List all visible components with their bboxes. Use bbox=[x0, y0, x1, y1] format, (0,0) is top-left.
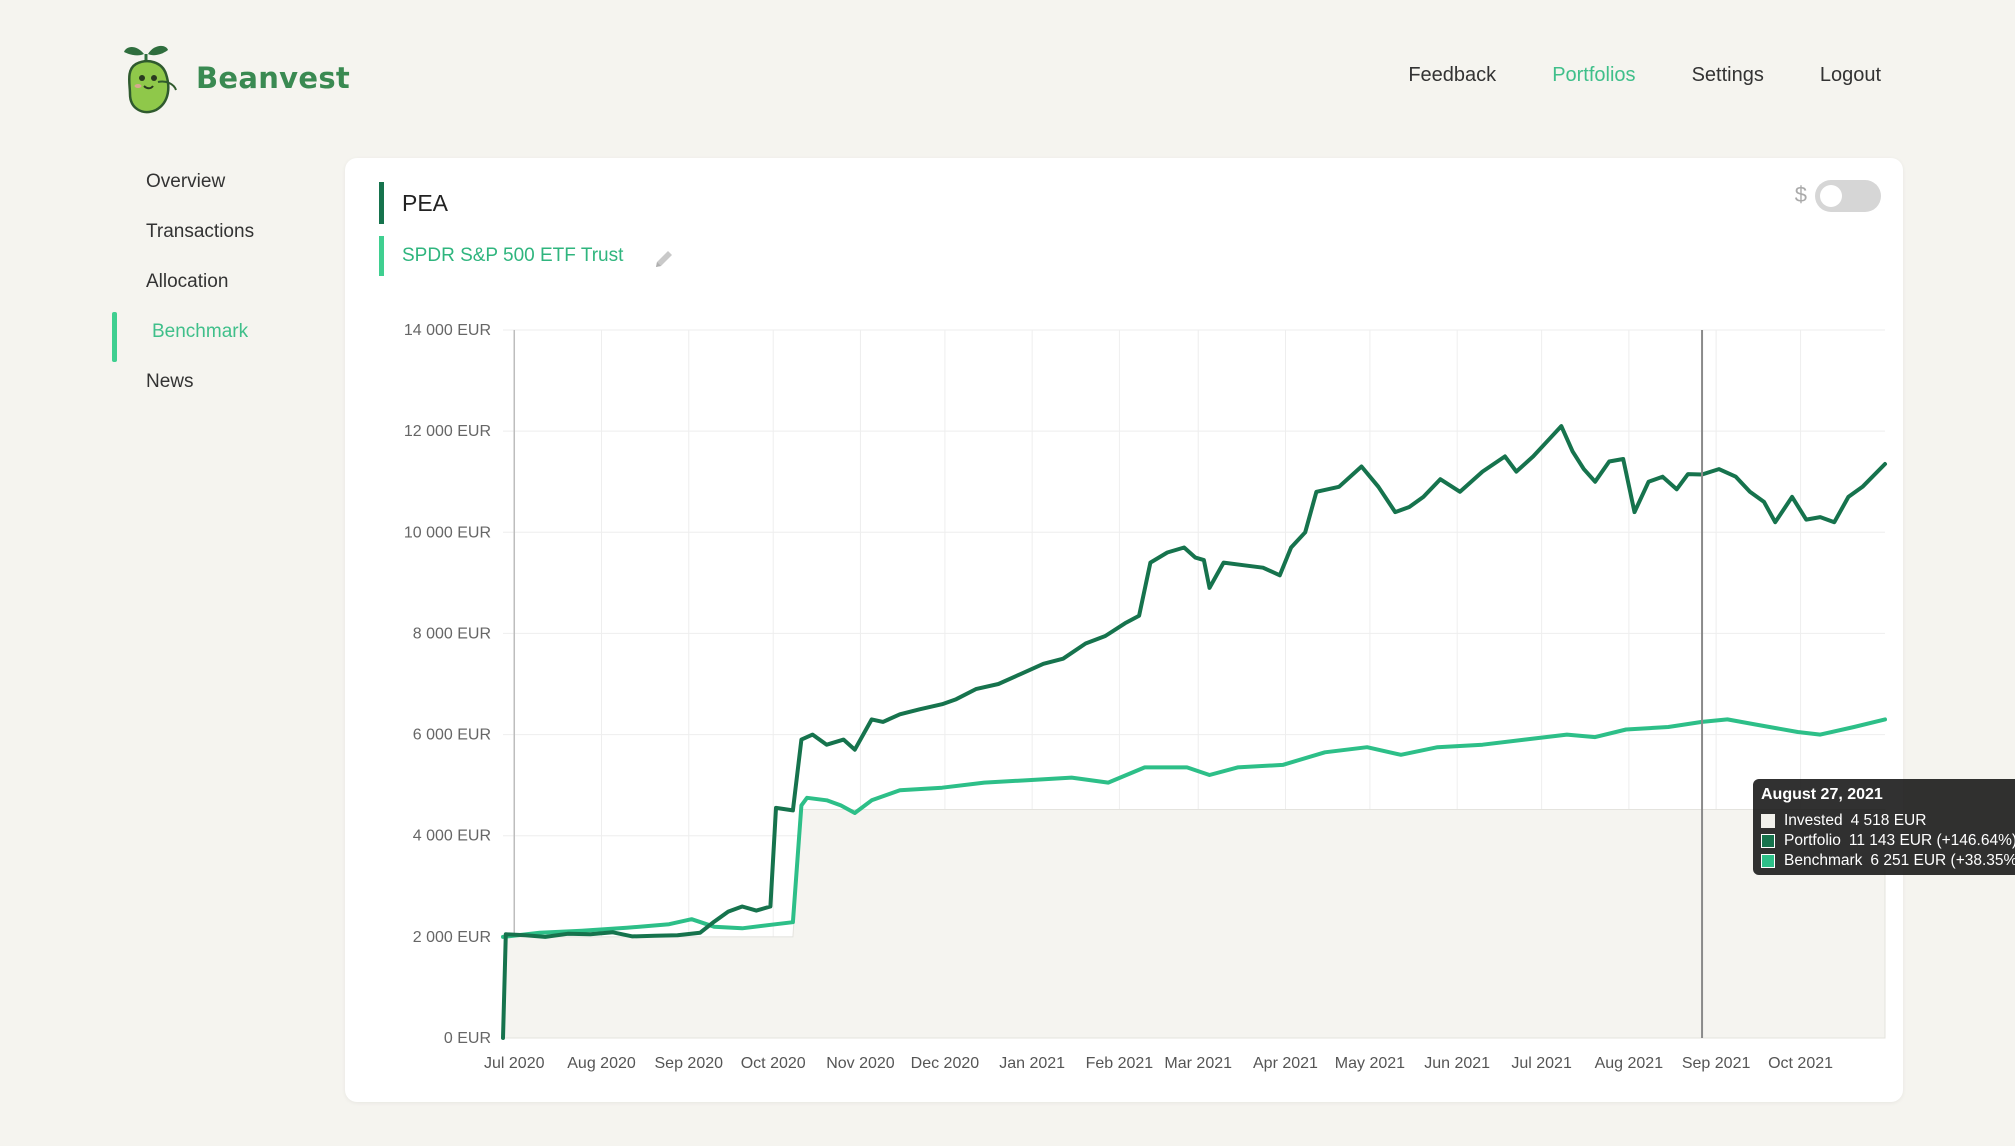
header: Beanvest Feedback Portfolios Settings Lo… bbox=[0, 0, 2015, 150]
tooltip-portfolio-value: 11 143 EUR (+146.64%) bbox=[1848, 832, 2015, 849]
y-tick-label: 14 000 EUR bbox=[404, 322, 491, 339]
x-tick-label: Sep 2020 bbox=[655, 1055, 724, 1072]
y-tick-label: 6 000 EUR bbox=[413, 727, 491, 744]
x-tick-label: Dec 2020 bbox=[911, 1055, 980, 1072]
benchmark-chart[interactable]: 0 EUR 2 000 EUR 4 000 EUR 6 000 EUR 8 000 EU… bbox=[345, 158, 1903, 1102]
x-tick-label: Aug 2021 bbox=[1595, 1055, 1664, 1072]
y-tick-label: 2 000 EUR bbox=[413, 929, 491, 946]
side-nav: Overview Transactions Allocation Benchma… bbox=[112, 164, 332, 414]
x-tick-label: Jan 2021 bbox=[999, 1055, 1065, 1072]
tooltip-invested-value: 4 518 EUR bbox=[1850, 812, 1927, 829]
x-tick-label: Oct 2020 bbox=[741, 1055, 806, 1072]
x-tick-label: Aug 2020 bbox=[567, 1055, 636, 1072]
x-tick-label: Apr 2021 bbox=[1253, 1055, 1318, 1072]
pencil-icon[interactable] bbox=[653, 245, 675, 267]
currency-symbol: $ bbox=[1794, 182, 1807, 207]
portfolio-title: PEA bbox=[379, 182, 448, 224]
tooltip-date: August 27, 2021 bbox=[1761, 786, 1883, 803]
sidebar-item-overview[interactable]: Overview bbox=[146, 171, 226, 192]
tooltip-row-portfolio: Portfolio 11 143 EUR (+146.64%) bbox=[1761, 832, 2015, 850]
chart-tooltip: August 27, 2021 Invested 4 518 EUR Portf… bbox=[1753, 779, 2015, 875]
y-tick-label: 12 000 EUR bbox=[404, 423, 491, 440]
nav-portfolios[interactable]: Portfolios bbox=[1552, 64, 1636, 86]
series-benchmark-line bbox=[501, 717, 1887, 939]
x-tick-label: Nov 2020 bbox=[826, 1055, 895, 1072]
x-tick-label: Jul 2020 bbox=[484, 1055, 545, 1072]
x-tick-label: Jun 2021 bbox=[1424, 1055, 1490, 1072]
benchmark-selector[interactable]: SPDR S&P 500 ETF Trust bbox=[379, 236, 675, 276]
tooltip-portfolio-label: Portfolio bbox=[1784, 832, 1841, 849]
y-tick-label: 0 EUR bbox=[444, 1030, 491, 1047]
brand-name: Beanvest bbox=[196, 61, 351, 95]
y-tick-label: 10 000 EUR bbox=[404, 524, 491, 541]
tooltip-benchmark-value: 6 251 EUR (+38.35%) bbox=[1870, 852, 2015, 869]
sidebar-item-allocation[interactable]: Allocation bbox=[146, 271, 229, 292]
y-tick-label: 8 000 EUR bbox=[413, 625, 491, 642]
toggle-knob bbox=[1820, 185, 1842, 207]
invested-swatch bbox=[1761, 814, 1775, 828]
benchmark-name: SPDR S&P 500 ETF Trust bbox=[402, 245, 624, 266]
tooltip-invested-label: Invested bbox=[1784, 812, 1843, 829]
x-tick-label: Feb 2021 bbox=[1086, 1055, 1154, 1072]
top-nav: Feedback Portfolios Settings Logout bbox=[1352, 64, 1881, 87]
benchmark-card: PEA SPDR S&P 500 ETF Trust $ 0 EUR 2 000 … bbox=[345, 158, 2015, 1102]
logo[interactable]: Beanvest bbox=[122, 42, 350, 114]
tooltip-row-benchmark: Benchmark 6 251 EUR (+38.35%) bbox=[1761, 852, 2015, 870]
bean-mascot-icon bbox=[124, 45, 177, 114]
nav-logout[interactable]: Logout bbox=[1819, 64, 1881, 86]
nav-settings[interactable]: Settings bbox=[1691, 64, 1764, 86]
sidebar-item-benchmark[interactable]: Benchmark bbox=[112, 312, 332, 364]
series-portfolio-line bbox=[501, 424, 1887, 1040]
currency-toggle[interactable] bbox=[1815, 180, 1881, 212]
tooltip-row-invested: Invested 4 518 EUR bbox=[1761, 812, 1926, 830]
x-tick-label: Mar 2021 bbox=[1164, 1055, 1232, 1072]
nav-feedback[interactable]: Feedback bbox=[1408, 64, 1497, 86]
x-tick-label: Oct 2021 bbox=[1768, 1055, 1833, 1072]
tooltip-benchmark-label: Benchmark bbox=[1784, 852, 1863, 869]
y-tick-label: 4 000 EUR bbox=[413, 828, 491, 845]
benchmark-swatch bbox=[1761, 854, 1775, 868]
x-tick-label: Sep 2021 bbox=[1682, 1055, 1751, 1072]
portfolio-swatch bbox=[1761, 834, 1775, 848]
sidebar-item-news[interactable]: News bbox=[146, 371, 194, 392]
sidebar-item-transactions[interactable]: Transactions bbox=[146, 221, 255, 242]
x-tick-label: May 2021 bbox=[1335, 1055, 1405, 1072]
x-tick-label: Jul 2021 bbox=[1511, 1055, 1572, 1072]
